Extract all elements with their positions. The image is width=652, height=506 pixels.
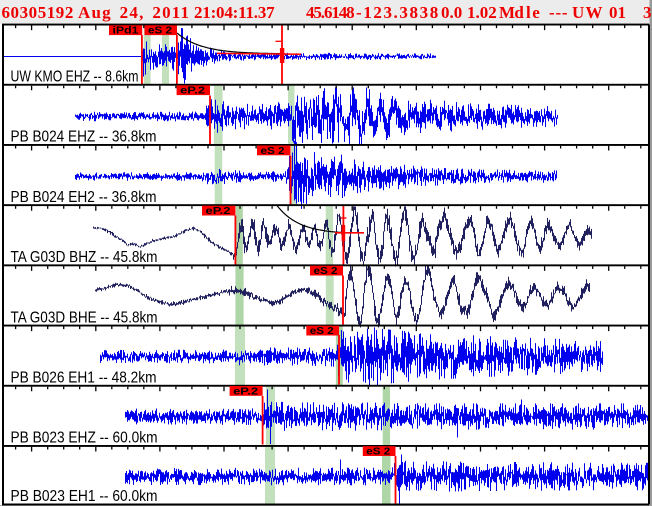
- svg-text:eS 2: eS 2: [261, 146, 286, 157]
- svg-text:eP.2: eP.2: [180, 86, 206, 97]
- svg-text:eS 2: eS 2: [314, 266, 339, 277]
- svg-text:eS 2: eS 2: [310, 326, 335, 337]
- svg-text:TA G03D BHZ -- 45.8km: TA G03D BHZ -- 45.8km: [11, 249, 158, 266]
- svg-text:UW KMO EHZ -- 8.6km: UW KMO EHZ -- 8.6km: [11, 69, 139, 86]
- svg-text:eP.2: eP.2: [233, 386, 259, 397]
- svg-text:eP.2: eP.2: [206, 206, 232, 217]
- svg-text:eS 2: eS 2: [148, 26, 173, 37]
- svg-text:iPd1: iPd1: [113, 26, 140, 37]
- svg-text:TA G03D BHE -- 45.8km: TA G03D BHE -- 45.8km: [11, 309, 158, 326]
- svg-text:eS 2: eS 2: [366, 447, 391, 458]
- svg-text:PB B024 EH2 -- 36.8km: PB B024 EH2 -- 36.8km: [11, 189, 157, 206]
- svg-text:PB B023 EH1 -- 60.0km: PB B023 EH1 -- 60.0km: [11, 488, 158, 505]
- svg-text:PB B023 EHZ -- 60.0km: PB B023 EHZ -- 60.0km: [11, 430, 158, 447]
- svg-text:PB B026 EH1 -- 48.2km: PB B026 EH1 -- 48.2km: [11, 370, 157, 387]
- svg-text:PB B024 EHZ -- 36.8km: PB B024 EHZ -- 36.8km: [11, 129, 157, 146]
